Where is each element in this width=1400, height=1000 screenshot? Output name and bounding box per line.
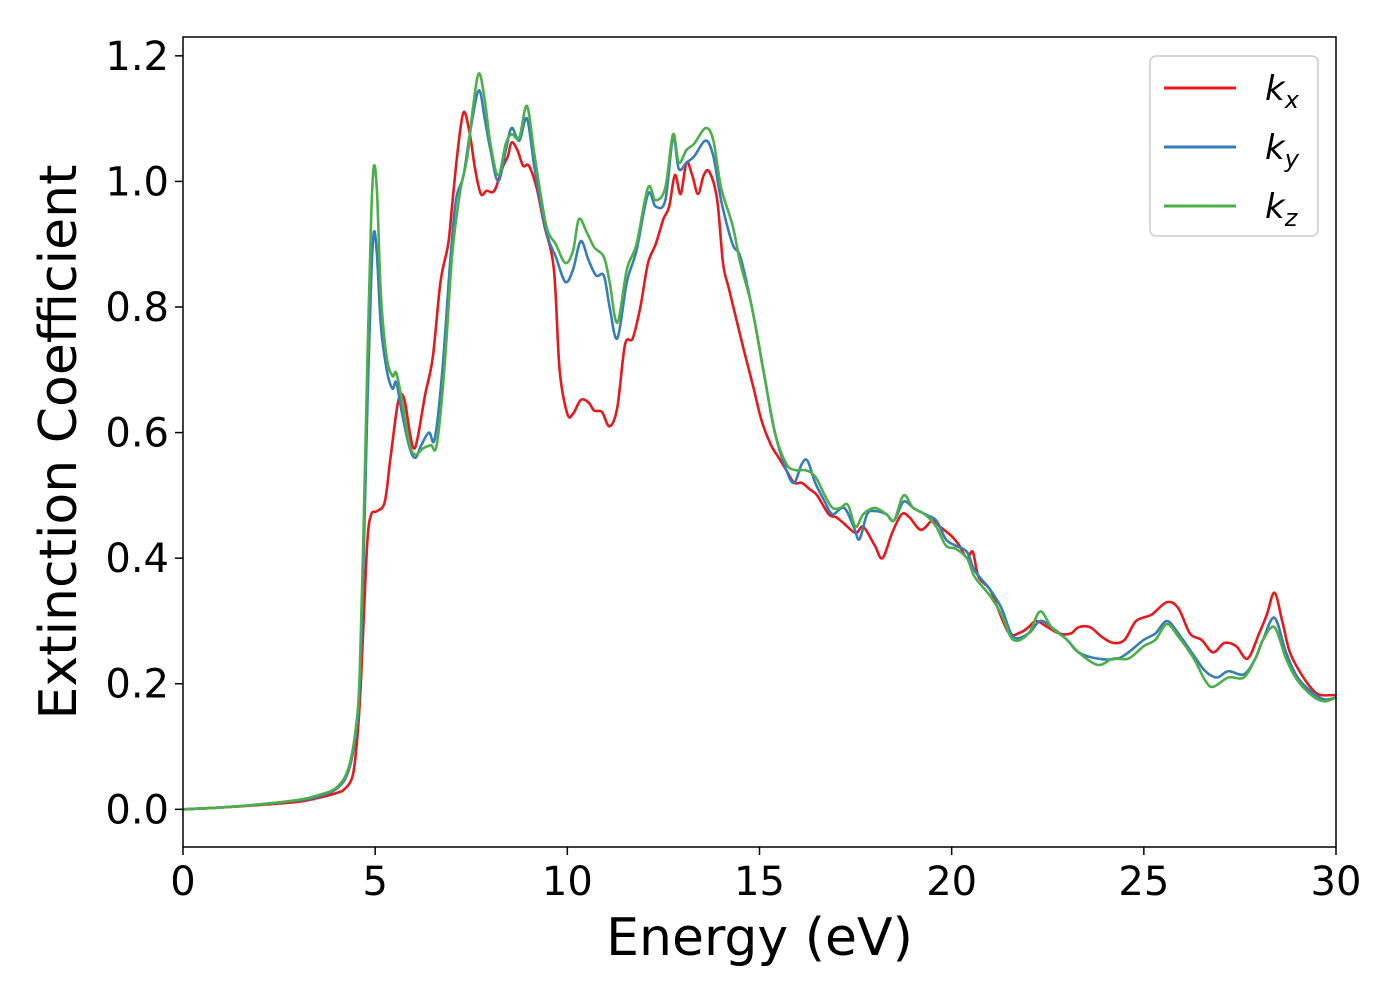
- series-line-y: [183, 89, 1336, 811]
- x-tick-label: 20: [926, 859, 977, 905]
- x-tick-label: 10: [542, 859, 593, 905]
- x-axis-label: Energy (eV): [606, 908, 913, 968]
- x-tick-label: 5: [362, 859, 387, 905]
- x-tick-label: 30: [1311, 859, 1362, 905]
- y-tick-label: 0.4: [105, 536, 169, 582]
- x-tick-label: 0: [170, 859, 195, 905]
- x-tick-label: 15: [734, 859, 785, 905]
- legend: kx ky kz: [1149, 55, 1319, 237]
- series-line-z: [183, 72, 1336, 811]
- legend-label-z: kz: [1265, 187, 1299, 232]
- series-line-x: [183, 110, 1336, 811]
- y-tick-label: 0.0: [105, 787, 169, 833]
- x-tick-label: 25: [1118, 859, 1169, 905]
- y-tick-label: 0.2: [105, 662, 169, 708]
- y-tick-label: 1.0: [105, 159, 169, 205]
- legend-label-y: ky: [1265, 128, 1300, 173]
- y-tick-label: 0.6: [105, 411, 169, 457]
- series-layer: [183, 72, 1336, 811]
- y-axis-label: Extinction Coefficient: [29, 165, 89, 720]
- y-tick-label: 0.8: [105, 285, 169, 331]
- legend-label-x: kx: [1265, 69, 1300, 114]
- y-tick-label: 1.2: [105, 34, 169, 80]
- ticks-layer: 0 5 10 15 20 25 30 0.0 0.2 0.4 0.6 0.8 1.0 1.2: [105, 34, 1361, 905]
